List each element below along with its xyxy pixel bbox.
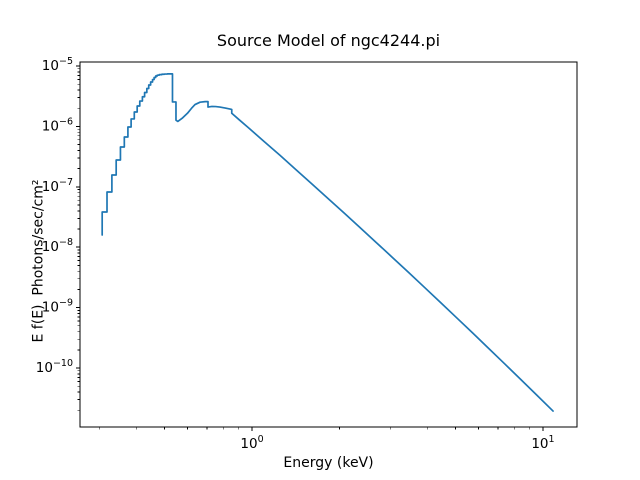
tick-label: 10−8 xyxy=(42,237,73,255)
chart-title: Source Model of ngc4244.pi xyxy=(216,31,441,50)
axis-ticks xyxy=(76,65,544,431)
tick-label: 10−7 xyxy=(42,177,73,195)
y-axis-label-text: E f(E) Photons/sec/cm² xyxy=(30,179,47,343)
tick-label: 10−5 xyxy=(42,56,73,74)
axes-frame xyxy=(79,61,578,428)
x-axis-label: Energy (keV) xyxy=(283,455,374,471)
tick-label: 100 xyxy=(240,434,263,452)
tick-label: 101 xyxy=(531,434,554,452)
spectrum-curve xyxy=(101,73,554,412)
tick-label: 10−9 xyxy=(42,298,73,316)
tick-label: 10−10 xyxy=(36,358,73,376)
tick-labels: 100 101 10−5 10−6 10−7 10−8 10−9 10−10 xyxy=(36,56,555,452)
tick-label: 10−6 xyxy=(42,116,73,134)
